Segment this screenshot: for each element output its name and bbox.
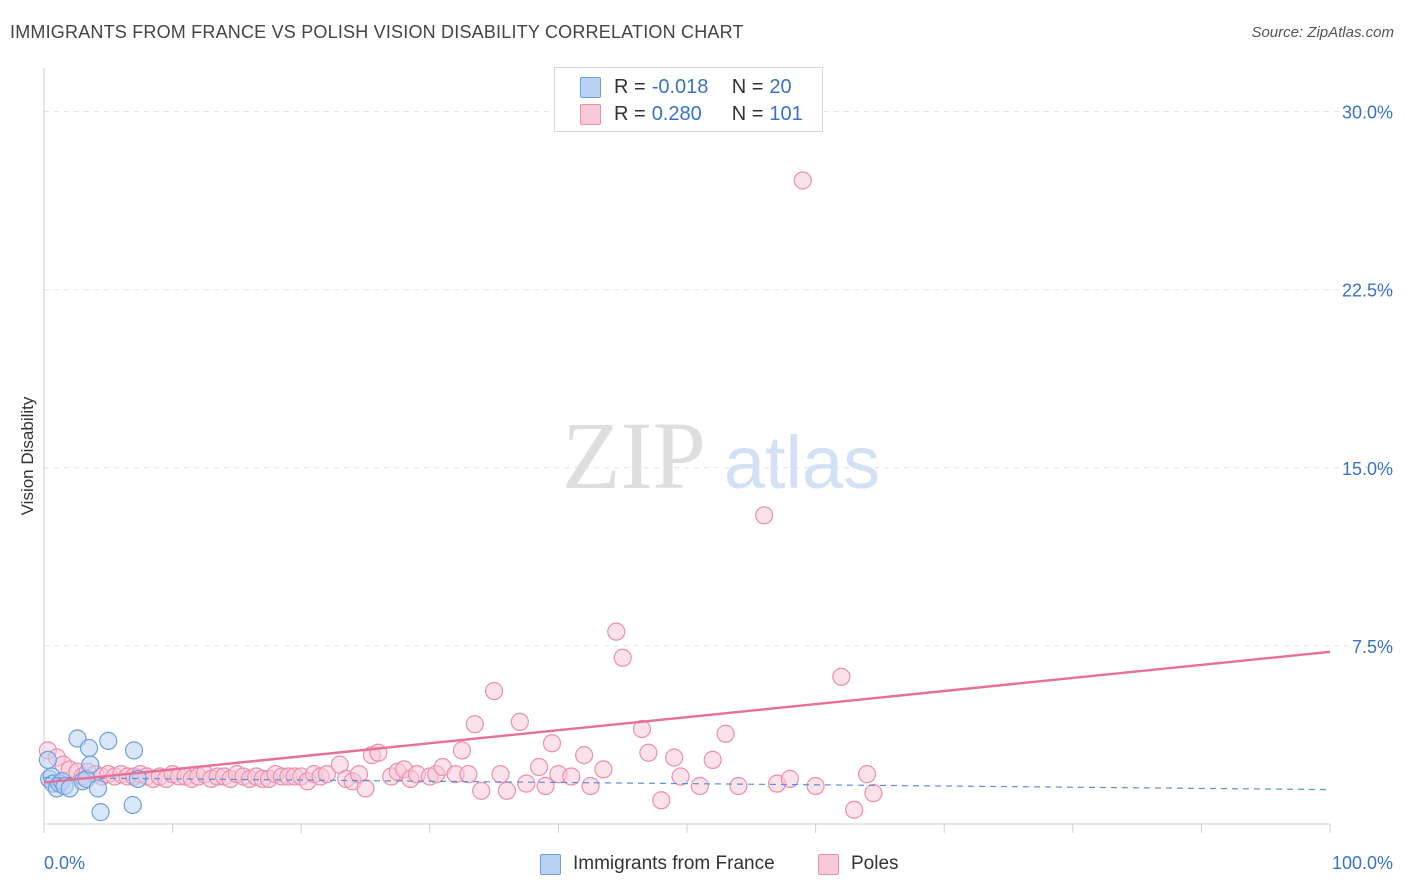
poles-point (485, 681, 504, 701)
france-point (79, 738, 99, 758)
bottom-legend-label-poles: Poles (851, 853, 899, 874)
legend-n-label: N = (731, 102, 764, 125)
poles-point (356, 779, 375, 798)
poles-point (581, 776, 600, 796)
source-label: Source: ZipAtlas.com (1251, 24, 1394, 41)
france-point (88, 779, 108, 798)
legend-n-value: 20 (769, 75, 792, 98)
poles-point (639, 743, 658, 762)
tick-labels: 7.5% 15.0% 22.5% 30.0% 0.0% 100.0% (44, 103, 1393, 873)
y-tick-label: 15.0% (1342, 459, 1393, 479)
france-trend-line (43, 777, 1331, 791)
x-tick-label: 0.0% (44, 853, 85, 873)
poles-point (690, 776, 709, 796)
poles-point (780, 769, 799, 788)
poles-point (613, 648, 632, 667)
poles-point (652, 791, 671, 810)
trend-lines (43, 650, 1331, 791)
legend-swatch-poles (580, 103, 601, 125)
watermark-atlas: atlas (724, 421, 880, 504)
legend-swatch-france (580, 76, 601, 98)
watermark: ZIP atlas (562, 402, 880, 509)
france-point (124, 741, 144, 760)
france-point (99, 731, 118, 750)
legend-row-france: R = -0.018 N = 20 (580, 75, 792, 99)
poles-point (845, 800, 864, 819)
legend-r-label: R = (614, 75, 646, 98)
poles-point (703, 750, 722, 769)
y-tick-label: 22.5% (1342, 281, 1393, 301)
grid-lines (44, 111, 1392, 647)
france-point (81, 755, 100, 774)
poles-trend-line (43, 650, 1331, 784)
poles-point (562, 767, 581, 786)
chart-title: IMMIGRANTS FROM FRANCE VS POLISH VISION … (10, 22, 744, 42)
poles-point (793, 171, 812, 190)
poles-point (594, 760, 613, 779)
y-tick-label: 30.0% (1342, 103, 1393, 123)
y-tick-label: 7.5% (1352, 637, 1393, 657)
legend-row-poles: R = 0.280 N = 101 (580, 102, 803, 126)
poles-point (517, 774, 536, 793)
bottom-legend-swatch-france (540, 853, 561, 875)
correlation-legend: R = -0.018 N = 20 R = 0.280 N = 101 (554, 67, 823, 132)
watermark-zip: ZIP (562, 402, 706, 509)
legend-r-value: -0.018 (651, 75, 709, 98)
poles-point (459, 765, 478, 784)
bottom-legend-label-france: Immigrants from France (573, 853, 775, 874)
france-point (38, 750, 57, 769)
poles-point (465, 715, 484, 734)
poles-point (510, 712, 529, 731)
bottom-legend-france: Immigrants from France (540, 853, 775, 875)
poles-point (864, 784, 883, 803)
poles-point (536, 776, 555, 796)
france-point (91, 803, 110, 822)
france-point (123, 795, 142, 815)
poles-point (497, 781, 517, 800)
poles-point (607, 622, 626, 641)
poles-point (665, 748, 684, 767)
bottom-legend-swatch-poles (818, 853, 839, 875)
legend-r-value: 0.280 (651, 102, 702, 125)
bottom-legend-poles: Poles (818, 853, 899, 875)
poles-point (530, 757, 549, 777)
poles-point (491, 765, 510, 784)
legend-r-label: R = (614, 102, 646, 125)
poles-point (806, 776, 825, 796)
poles-point (452, 741, 472, 760)
legend-n-value: 101 (769, 102, 803, 125)
x-tick-label: 100.0% (1332, 853, 1393, 873)
legend-n-label: N = (731, 75, 764, 98)
poles-point (716, 724, 735, 743)
poles-point (755, 506, 774, 525)
poles-point (671, 767, 690, 786)
poles-point (832, 667, 851, 686)
poles-point (575, 746, 594, 765)
poles-point (857, 765, 877, 784)
poles-point (472, 781, 491, 800)
poles-point (542, 734, 562, 753)
axes (43, 68, 1331, 833)
poles-point (317, 765, 337, 784)
poles-point (729, 776, 748, 796)
